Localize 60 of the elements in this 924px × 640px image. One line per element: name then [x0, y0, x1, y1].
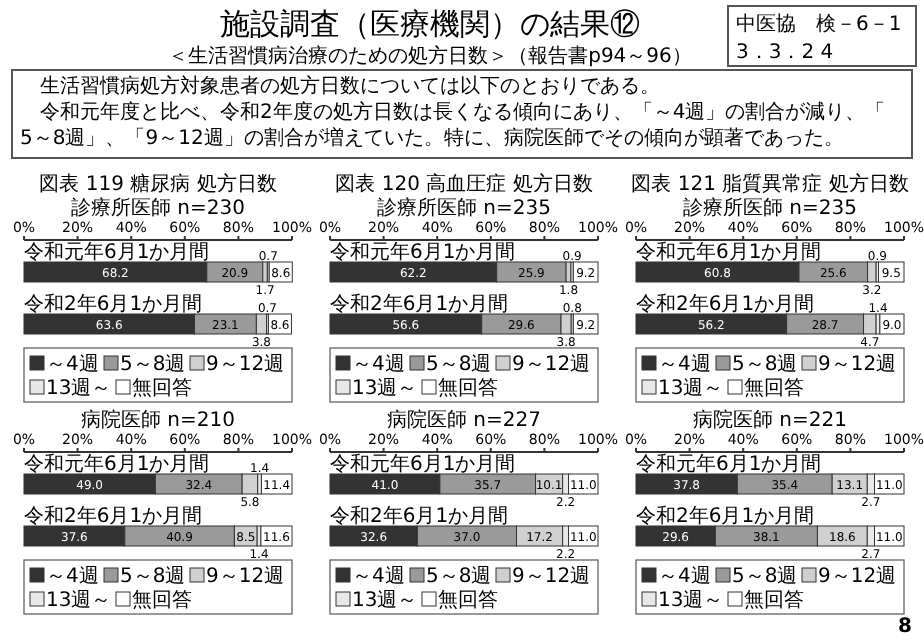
legend-label: 9～12週 — [818, 354, 897, 376]
text: 施設調査（医療機関）の結果⑫ — [220, 6, 640, 42]
legend-label: 無回答 — [438, 376, 498, 400]
legend-label: 9～12週 — [512, 566, 591, 588]
y-tick-label: 令和2年6月1か月間 — [330, 292, 509, 316]
legend-label: ～4週 — [352, 566, 405, 588]
legend-label: 無回答 — [132, 376, 192, 400]
legend-label: 5～8週 — [426, 566, 492, 588]
legend-label: 9～12週 — [206, 566, 285, 588]
chart-subtitle: 病院医師 n=227 — [387, 408, 541, 432]
legend-label: ～4週 — [658, 354, 711, 376]
legend-label: ～4週 — [352, 354, 405, 376]
chart-subtitle: 診療所医師 n=235 — [683, 196, 857, 220]
y-tick-label: 令和2年6月1か月間 — [24, 292, 203, 316]
legend-label: 13週～ — [658, 378, 724, 400]
legend-label: 13週～ — [46, 590, 112, 612]
legend-label: ～4週 — [46, 566, 99, 588]
legend-label: ～4週 — [46, 354, 99, 376]
chart-subtitle: 病院医師 n=221 — [693, 408, 847, 432]
y-tick-label: 令和元年6月1か月間 — [636, 452, 822, 476]
legend-label: 9～12週 — [206, 354, 285, 376]
legend-label: 無回答 — [744, 376, 804, 400]
legend-label: 無回答 — [744, 588, 804, 612]
y-tick-label: 令和元年6月1か月間 — [24, 240, 210, 264]
y-tick-label: 令和2年6月1か月間 — [636, 292, 815, 316]
text: 令和元年度と比べ、令和2年度の処方日数は長くなる傾向にあり、「～4週」の割合が減り、「5～8週」、「9～12週」の割合が増えていた。特に、病院医師でその傾向が顕著であった。 — [20, 100, 886, 150]
legend-label: 13週～ — [46, 378, 112, 400]
text: 3．3．2 4 — [736, 42, 834, 64]
text: 8 — [898, 616, 913, 638]
text: 中医協 検－6－1 — [736, 12, 902, 36]
legend-label: 5～8週 — [732, 354, 798, 376]
legend-label: 5～8週 — [426, 354, 492, 376]
text: 生活習慣病処方対象患者の処方日数については以下のとおりである。 — [40, 74, 660, 98]
chart-title: 図表 119 糖尿病 処方日数 — [39, 172, 277, 196]
chart-title: 図表 121 脂質異常症 処方日数 — [631, 172, 909, 196]
legend-label: 9～12週 — [512, 354, 591, 376]
y-tick-label: 令和元年6月1か月間 — [636, 240, 822, 264]
y-tick-label: 令和元年6月1か月間 — [330, 240, 516, 264]
legend-label: 9～12週 — [818, 566, 897, 588]
legend-label: 無回答 — [438, 588, 498, 612]
chart-subtitle: 診療所医師 n=230 — [71, 196, 245, 220]
y-tick-label: 令和2年6月1か月間 — [636, 504, 815, 528]
y-tick-label: 令和2年6月1か月間 — [24, 504, 203, 528]
chart-subtitle: 病院医師 n=210 — [81, 408, 235, 432]
legend-label: 5～8週 — [120, 566, 186, 588]
legend-label: 13週～ — [352, 378, 418, 400]
legend-label: ～4週 — [658, 566, 711, 588]
legend-label: 5～8週 — [732, 566, 798, 588]
legend-label: 無回答 — [132, 588, 192, 612]
bar — [572, 261, 599, 283]
y-tick-label: 令和2年6月1か月間 — [330, 504, 509, 528]
y-tick-label: 令和元年6月1か月間 — [24, 452, 210, 476]
legend-label: 13週～ — [658, 590, 724, 612]
legend-label: 5～8週 — [120, 354, 186, 376]
chart-subtitle: 診療所医師 n=235 — [377, 196, 551, 220]
bar — [260, 473, 293, 495]
legend-label: 13週～ — [352, 590, 418, 612]
chart-title: 図表 120 高血圧症 処方日数 — [335, 172, 593, 196]
text: ＜生活習慣病治療のための処方日数＞（報告書p94～96） — [168, 44, 692, 68]
y-tick-label: 令和元年6月1か月間 — [330, 452, 516, 476]
